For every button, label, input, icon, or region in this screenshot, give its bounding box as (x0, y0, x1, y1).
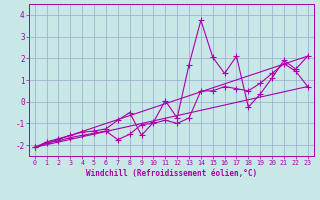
X-axis label: Windchill (Refroidissement éolien,°C): Windchill (Refroidissement éolien,°C) (86, 169, 257, 178)
